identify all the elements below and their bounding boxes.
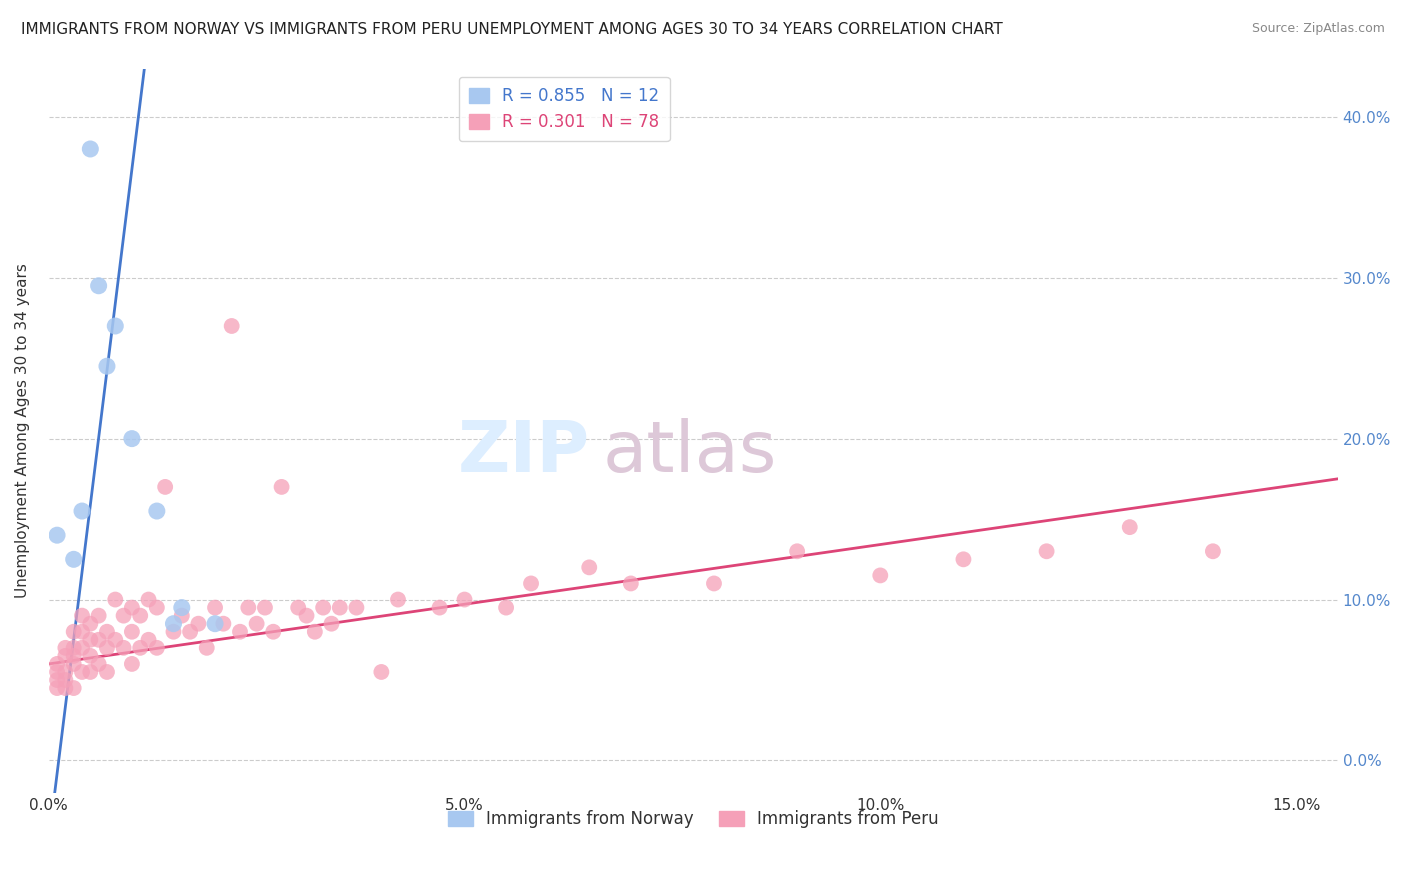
Point: [104, 318, 127, 333]
Legend: Immigrants from Norway, Immigrants from Peru: Immigrants from Norway, Immigrants from …: [441, 804, 945, 835]
Point: [79, 665, 101, 679]
Point: [321, 616, 343, 631]
Point: [55, 673, 77, 687]
Point: [46, 528, 69, 542]
Point: [786, 544, 808, 558]
Point: [112, 608, 135, 623]
Y-axis label: Unemployment Among Ages 30 to 34 years: Unemployment Among Ages 30 to 34 years: [15, 263, 30, 598]
Text: ZIP: ZIP: [458, 417, 591, 487]
Point: [295, 608, 318, 623]
Point: [270, 480, 292, 494]
Point: [46, 681, 69, 695]
Point: [453, 592, 475, 607]
Point: [221, 318, 243, 333]
Point: [104, 592, 127, 607]
Point: [162, 624, 184, 639]
Point: [62, 657, 84, 671]
Point: [79, 632, 101, 647]
Point: [62, 552, 84, 566]
Point: [96, 665, 118, 679]
Point: [129, 608, 152, 623]
Point: [55, 665, 77, 679]
Point: [96, 640, 118, 655]
Point: [238, 600, 260, 615]
Point: [121, 624, 143, 639]
Point: [253, 600, 276, 615]
Point: [578, 560, 600, 574]
Point: [138, 592, 160, 607]
Point: [146, 504, 169, 518]
Text: Source: ZipAtlas.com: Source: ZipAtlas.com: [1251, 22, 1385, 36]
Point: [262, 624, 284, 639]
Point: [204, 616, 226, 631]
Point: [869, 568, 891, 582]
Point: [46, 673, 69, 687]
Point: [87, 632, 110, 647]
Point: [96, 624, 118, 639]
Point: [79, 142, 101, 156]
Point: [1119, 520, 1142, 534]
Point: [329, 600, 352, 615]
Point: [121, 600, 143, 615]
Point: [79, 648, 101, 663]
Point: [170, 600, 193, 615]
Point: [246, 616, 269, 631]
Point: [204, 600, 226, 615]
Point: [146, 600, 169, 615]
Point: [1202, 544, 1225, 558]
Point: [138, 632, 160, 647]
Point: [70, 608, 93, 623]
Point: [121, 432, 143, 446]
Point: [703, 576, 725, 591]
Point: [87, 657, 110, 671]
Point: [170, 608, 193, 623]
Point: [62, 624, 84, 639]
Point: [62, 648, 84, 663]
Point: [46, 665, 69, 679]
Point: [952, 552, 974, 566]
Point: [304, 624, 326, 639]
Point: [344, 600, 367, 615]
Point: [46, 657, 69, 671]
Point: [520, 576, 543, 591]
Point: [495, 600, 517, 615]
Point: [212, 616, 235, 631]
Point: [62, 640, 84, 655]
Point: [146, 640, 169, 655]
Point: [162, 616, 184, 631]
Point: [70, 504, 93, 518]
Point: [112, 640, 135, 655]
Point: [70, 665, 93, 679]
Point: [62, 681, 84, 695]
Text: atlas: atlas: [603, 417, 778, 487]
Point: [287, 600, 309, 615]
Point: [229, 624, 252, 639]
Point: [129, 640, 152, 655]
Point: [370, 665, 392, 679]
Point: [429, 600, 451, 615]
Point: [153, 480, 176, 494]
Point: [87, 278, 110, 293]
Point: [387, 592, 409, 607]
Point: [96, 359, 118, 374]
Point: [55, 681, 77, 695]
Point: [87, 608, 110, 623]
Point: [70, 640, 93, 655]
Point: [187, 616, 209, 631]
Point: [620, 576, 643, 591]
Point: [79, 616, 101, 631]
Point: [104, 632, 127, 647]
Point: [55, 640, 77, 655]
Point: [55, 648, 77, 663]
Point: [70, 624, 93, 639]
Point: [121, 657, 143, 671]
Point: [195, 640, 218, 655]
Text: IMMIGRANTS FROM NORWAY VS IMMIGRANTS FROM PERU UNEMPLOYMENT AMONG AGES 30 TO 34 : IMMIGRANTS FROM NORWAY VS IMMIGRANTS FRO…: [21, 22, 1002, 37]
Point: [179, 624, 201, 639]
Point: [312, 600, 335, 615]
Point: [1035, 544, 1057, 558]
